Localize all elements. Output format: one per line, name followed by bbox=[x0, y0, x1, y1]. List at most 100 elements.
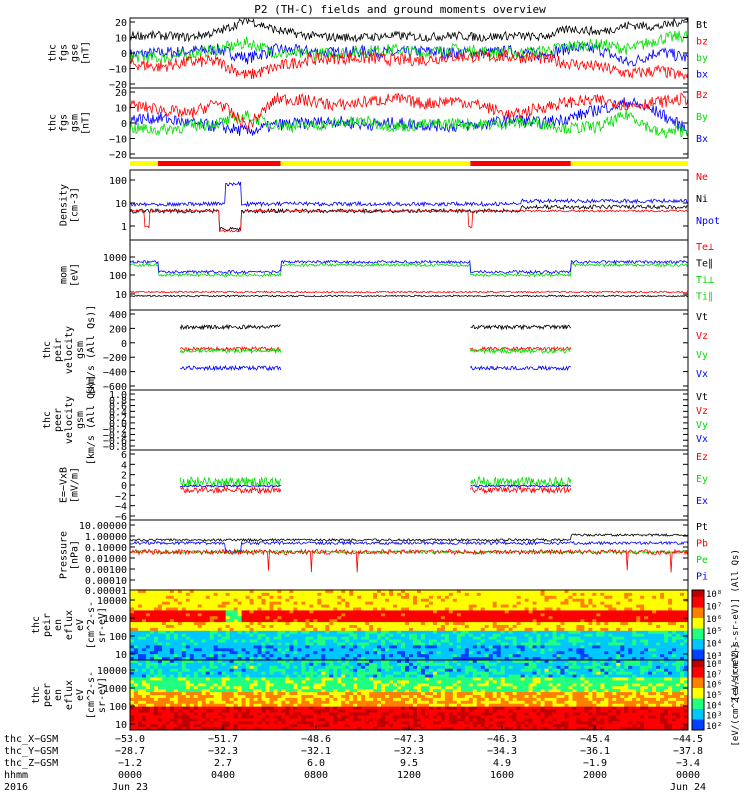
peir-spectrogram-cell bbox=[369, 610, 373, 613]
peer-spectrogram-cell bbox=[473, 669, 477, 672]
peir-spectrogram-cell bbox=[397, 645, 401, 648]
peir-spectrogram-cell bbox=[361, 616, 365, 619]
peir-spectrogram-cell bbox=[142, 622, 146, 625]
peir-spectrogram-cell bbox=[441, 643, 445, 646]
peir-spectrogram-cell bbox=[297, 616, 301, 619]
peir-spectrogram-cell bbox=[345, 590, 349, 593]
peir-spectrogram-cell bbox=[313, 590, 317, 593]
peer-spectrogram-cell bbox=[369, 669, 373, 672]
peir-spectrogram-cell bbox=[588, 593, 592, 596]
peir-spectrogram-cell bbox=[341, 622, 345, 625]
peir-spectrogram-cell bbox=[413, 645, 417, 648]
peir-spectrogram-cell bbox=[178, 613, 182, 616]
peir-spectrogram-cell bbox=[409, 590, 413, 593]
peer-spectrogram-cell bbox=[333, 675, 337, 678]
peer-spectrogram-cell bbox=[182, 680, 186, 683]
peir-spectrogram-cell bbox=[576, 654, 580, 657]
peer-spectrogram-cell bbox=[441, 683, 445, 686]
peir-spectrogram-cell bbox=[202, 645, 206, 648]
peir-spectrogram-cell bbox=[242, 602, 246, 605]
peir-spectrogram-cell bbox=[345, 634, 349, 637]
peir-spectrogram-cell bbox=[373, 590, 377, 593]
peir-spectrogram-cell bbox=[166, 634, 170, 637]
peir-spectrogram-cell bbox=[545, 625, 549, 628]
peir-spectrogram-cell bbox=[190, 631, 194, 634]
peer-spectrogram-cell bbox=[592, 672, 596, 675]
peir-spectrogram-cell bbox=[401, 608, 405, 611]
peir-spectrogram-cell bbox=[138, 596, 142, 599]
peir-spectrogram-cell bbox=[509, 602, 513, 605]
e-field-series-Ex-seg0 bbox=[180, 485, 281, 487]
peer-spectrogram-cell bbox=[270, 675, 274, 678]
peir-spectrogram-cell bbox=[596, 622, 600, 625]
peer-spectrogram-cell bbox=[457, 660, 461, 663]
peer-spectrogram-cell bbox=[337, 672, 341, 675]
peir-spectrogram-cell bbox=[206, 643, 210, 646]
peir-spectrogram-cell bbox=[289, 619, 293, 622]
peer-spectrogram-cell bbox=[254, 672, 258, 675]
peer-spectrogram-cell bbox=[648, 678, 652, 681]
peir-spectrogram-cell bbox=[477, 645, 481, 648]
peer-spectrogram-cell bbox=[218, 680, 222, 683]
peer-spectrogram-cell bbox=[461, 683, 465, 686]
peir-spectrogram-cell bbox=[421, 640, 425, 643]
peer-spectrogram-cell bbox=[584, 683, 588, 686]
peir-spectrogram-cell bbox=[441, 651, 445, 654]
peir-spectrogram-cell bbox=[549, 637, 553, 640]
peer-spectrogram-cell bbox=[433, 686, 437, 689]
peir-spectrogram-cell bbox=[146, 599, 150, 602]
peer-spectrogram-cell bbox=[441, 660, 445, 663]
peir-spectrogram-cell bbox=[238, 625, 242, 628]
peer-spectrogram-cell bbox=[453, 669, 457, 672]
peir-spectrogram-cell bbox=[668, 628, 672, 631]
peir-spectrogram-cell bbox=[254, 608, 258, 611]
peir-spectrogram-cell bbox=[461, 651, 465, 654]
peir-spectrogram-cell bbox=[465, 599, 469, 602]
peer-spectrogram-cell bbox=[258, 680, 262, 683]
peer-spectrogram-cell bbox=[289, 660, 293, 663]
peir-spectrogram-cell bbox=[341, 590, 345, 593]
peir-spectrogram-cell bbox=[433, 610, 437, 613]
peir-spectrogram-cell bbox=[477, 654, 481, 657]
peer-spectrogram-cell bbox=[238, 663, 242, 666]
peir-spectrogram-cell bbox=[640, 622, 644, 625]
peir-spectrogram-cell bbox=[226, 640, 230, 643]
peir-spectrogram-cell bbox=[545, 599, 549, 602]
peir-spectrogram-cell bbox=[564, 610, 568, 613]
peir-spectrogram-cell bbox=[254, 610, 258, 613]
peer-spectrogram-cell bbox=[552, 663, 556, 666]
density-ylabel: [cm-3] bbox=[70, 187, 81, 223]
peir-spectrogram-cell bbox=[457, 610, 461, 613]
peir-spectrogram-cell bbox=[293, 596, 297, 599]
peir-spectrogram-cell bbox=[170, 648, 174, 651]
peir-spectrogram-cell bbox=[592, 637, 596, 640]
peir-spectrogram-cell bbox=[158, 599, 162, 602]
peir-spectrogram-cell bbox=[521, 613, 525, 616]
peir-spectrogram-cell bbox=[572, 631, 576, 634]
peer-spectrogram-cell bbox=[377, 672, 381, 675]
peir-spectrogram-cell bbox=[389, 605, 393, 608]
peir-spectrogram-cell bbox=[341, 651, 345, 654]
peer-spectrogram-cell bbox=[214, 683, 218, 686]
peer-spectrogram-cell bbox=[397, 672, 401, 675]
peir-spectrogram-cell bbox=[297, 648, 301, 651]
peir-spectrogram-cell bbox=[465, 608, 469, 611]
peir-spectrogram-cell bbox=[461, 654, 465, 657]
peer-spectrogram-cell bbox=[676, 675, 680, 678]
peir-spectrogram-cell bbox=[281, 654, 285, 657]
peir-spectrogram-cell bbox=[592, 654, 596, 657]
peir-spectrogram-cell bbox=[150, 640, 154, 643]
peir-spectrogram-cell bbox=[616, 605, 620, 608]
peir-spectrogram-cell bbox=[612, 596, 616, 599]
peer-spectrogram-cell bbox=[337, 666, 341, 669]
peer-spectrogram-cell bbox=[138, 686, 142, 689]
peir-spectrogram-cell bbox=[652, 643, 656, 646]
peir-spectrogram-cell bbox=[317, 625, 321, 628]
peir-spectrogram-cell bbox=[652, 616, 656, 619]
peer-spectrogram-cell bbox=[154, 672, 158, 675]
peer-spectrogram-cell bbox=[361, 680, 365, 683]
peir-spectrogram-cell bbox=[270, 622, 274, 625]
peir-spectrogram-cell bbox=[142, 590, 146, 593]
peir-spectrogram-cell bbox=[656, 610, 660, 613]
peir-spectrogram-cell bbox=[664, 643, 668, 646]
